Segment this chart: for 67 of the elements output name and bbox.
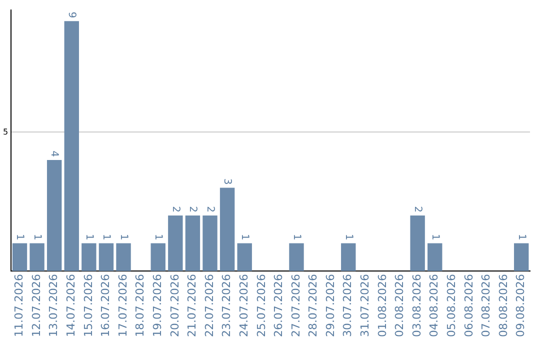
- x-tick-label: 16.07.2026: [99, 274, 112, 338]
- bar: [168, 215, 183, 272]
- bar: [289, 243, 304, 272]
- x-tick-label: 13.07.2026: [47, 274, 60, 338]
- bar: [202, 215, 218, 272]
- data-label: 2: [204, 206, 216, 212]
- x-tick-label: 06.08.2026: [462, 274, 476, 338]
- data-label: 1: [516, 234, 527, 240]
- y-tick-label: 5: [2, 127, 8, 136]
- bar: [150, 243, 166, 272]
- data-label: 1: [83, 234, 94, 240]
- data-label: 1: [342, 234, 354, 240]
- x-tick-label: 09.08.2026: [514, 274, 528, 338]
- data-label: 1: [118, 234, 129, 240]
- x-tick-label: 18.07.2026: [134, 274, 147, 338]
- bar: [428, 243, 442, 272]
- x-tick-label: 04.08.2026: [428, 274, 441, 338]
- x-tick-label: 17.07.2026: [116, 274, 130, 338]
- x-tick-label: 25.07.2026: [254, 274, 268, 338]
- x-tick-label: 08.08.2026: [496, 274, 510, 338]
- bar: [12, 243, 28, 272]
- x-tick-label: 12.07.2026: [30, 274, 43, 338]
- data-label: 1: [31, 234, 42, 240]
- data-label: 9: [66, 12, 78, 18]
- data-label: 4: [48, 150, 60, 157]
- data-label: 1: [100, 234, 112, 240]
- x-tick-label: 21.07.2026: [186, 274, 199, 338]
- bar: [237, 243, 252, 272]
- x-tick-label: 23.07.2026: [220, 274, 234, 338]
- x-tick-label: 22.07.2026: [202, 274, 216, 338]
- x-tick-label: 20.07.2026: [168, 274, 182, 338]
- bar: [116, 243, 131, 272]
- bar: [220, 188, 235, 272]
- data-label: 2: [170, 206, 181, 212]
- x-tick-label: 11.07.2026: [12, 274, 26, 338]
- x-tick-label: 02.08.2026: [393, 274, 406, 338]
- x-tick-label: 27.07.2026: [289, 274, 302, 338]
- x-tick-label: 31.07.2026: [358, 274, 372, 338]
- data-label: 3: [222, 178, 233, 185]
- x-tick-label: 14.07.2026: [64, 274, 78, 338]
- bar: [98, 243, 114, 272]
- bar: [64, 21, 79, 272]
- data-label: 1: [239, 234, 250, 240]
- data-label: 1: [290, 234, 302, 240]
- x-tick-label: 19.07.2026: [150, 274, 164, 338]
- data-label: 1: [152, 234, 164, 240]
- x-tick-label: 29.07.2026: [324, 274, 337, 338]
- bar: [410, 215, 425, 272]
- x-tick-label: 03.08.2026: [410, 274, 424, 338]
- x-tick-label: 05.08.2026: [445, 274, 458, 338]
- data-label: 2: [412, 206, 423, 212]
- bar: [30, 243, 44, 272]
- data-label: 1: [14, 234, 26, 240]
- x-tick-label: 07.08.2026: [480, 274, 493, 338]
- x-tick-label: 26.07.2026: [272, 274, 286, 338]
- bar: [341, 243, 356, 272]
- x-tick-label: 28.07.2026: [306, 274, 320, 338]
- bar: [185, 215, 200, 272]
- x-tick-label: 01.08.2026: [376, 274, 389, 338]
- data-label: 1: [429, 234, 440, 240]
- bar: [46, 160, 62, 272]
- x-tick-label: 24.07.2026: [237, 274, 250, 338]
- x-tick-label: 30.07.2026: [341, 274, 354, 338]
- data-label: 2: [187, 206, 198, 212]
- bar: [82, 243, 96, 272]
- bar: [514, 243, 529, 272]
- x-tick-label: 15.07.2026: [82, 274, 95, 338]
